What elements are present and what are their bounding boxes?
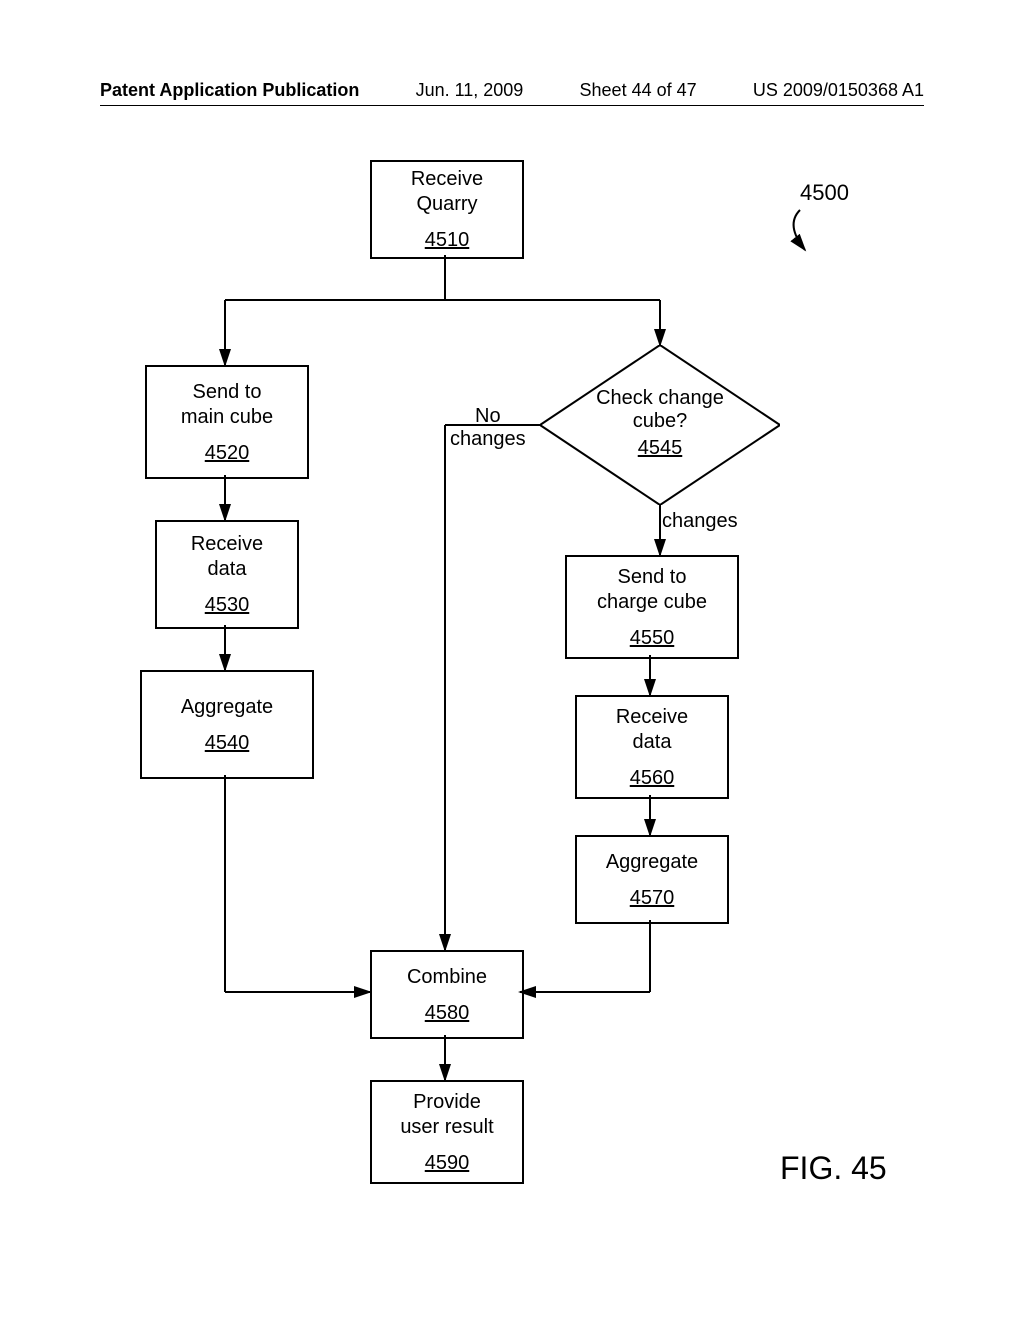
node-aggregate-change: Aggregate4570 — [575, 835, 729, 924]
node-provide-result: Provideuser result4590 — [370, 1080, 524, 1184]
pub-date: Jun. 11, 2009 — [416, 80, 524, 101]
figure-label: FIG. 45 — [780, 1150, 887, 1187]
node-aggregate-main: Aggregate4540 — [140, 670, 314, 779]
page-header: Patent Application Publication Jun. 11, … — [100, 80, 924, 106]
page: Patent Application Publication Jun. 11, … — [0, 0, 1024, 1320]
decision-label-l1: Check change — [540, 387, 780, 410]
node-check-change-cube: Check change cube? 4545 — [540, 345, 780, 505]
node-receive-data-main: Receivedata4530 — [155, 520, 299, 629]
node-send-main-cube: Send tomain cube4520 — [145, 365, 309, 479]
node-receive-data-change: Receivedata4560 — [575, 695, 729, 799]
pub-number: US 2009/0150368 A1 — [753, 80, 924, 101]
sheet-number: Sheet 44 of 47 — [580, 80, 697, 101]
node-receive-quarry: ReceiveQuarry4510 — [370, 160, 524, 259]
node-send-charge-cube: Send tocharge cube4550 — [565, 555, 739, 659]
edge-label-no-changes: No changes — [450, 405, 526, 451]
decision-label-l2: cube? — [540, 410, 780, 433]
pub-label: Patent Application Publication — [100, 80, 359, 101]
figure-ref-number: 4500 — [800, 180, 849, 206]
node-combine: Combine4580 — [370, 950, 524, 1039]
edge-label-changes: changes — [662, 510, 738, 533]
decision-ref: 4545 — [540, 437, 780, 460]
